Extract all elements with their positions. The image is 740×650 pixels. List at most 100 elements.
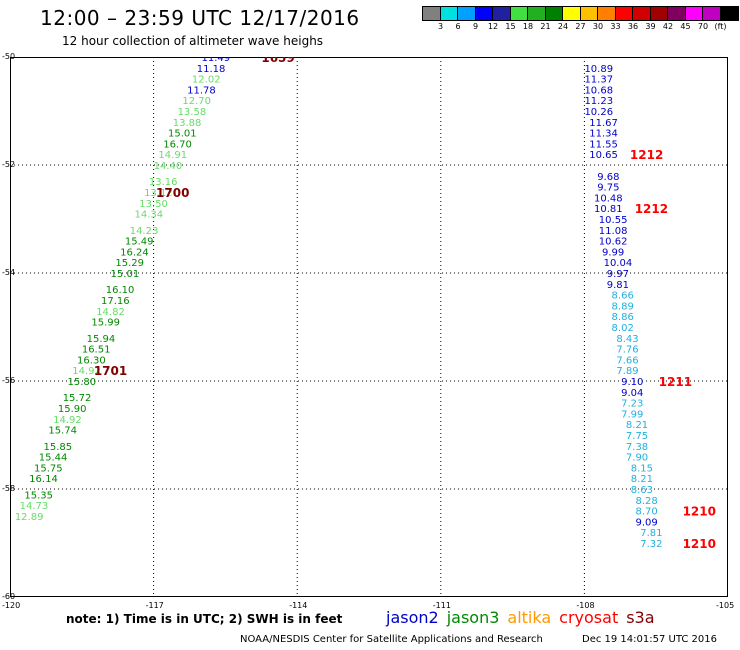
satellite-legend: jason2 jason3 altika cryosat s3a [386,608,663,627]
wave-height-label: 11.23 [584,96,613,107]
wave-height-label: 8.66 [612,291,634,302]
wave-height-label: 9.97 [607,269,629,280]
wave-height-label: 15.74 [48,426,77,437]
color-scale-label: 15 [505,22,516,31]
color-scale-label: 12 [487,22,499,31]
wave-height-label: 10.62 [599,237,628,248]
wave-height-label: 12.70 [182,96,211,107]
wave-height-label: 9.99 [602,247,624,258]
color-swatch [493,7,511,20]
color-scale-label: 39 [645,22,656,31]
wave-height-label: 16.10 [106,285,135,296]
wave-height-label: 15.01 [111,269,140,280]
time-label: 1701 [94,364,127,378]
color-scale: 3 6 9 12 15 18 21 24 27 30 33 36 39 42 45 70 (ft) [422,6,739,33]
latitude-tick-label: -50 [2,52,16,61]
wave-height-label: 14.73 [20,501,49,512]
wave-height-label: 8.21 [631,474,653,485]
color-swatch [580,7,598,20]
color-swatch [633,7,651,20]
wave-height-label: 13.16 [149,177,178,188]
wave-height-label: 10.68 [584,85,613,96]
wave-height-label: 8.89 [612,301,634,312]
wave-height-label: 12.02 [192,75,221,86]
wave-height-label: 11.67 [589,118,618,129]
longitude-tick-label: -117 [145,601,164,610]
color-scale-label: 36 [627,22,639,31]
color-swatch [720,7,738,20]
color-scale-label: 33 [610,22,621,31]
wave-height-label: 11.49 [202,57,231,64]
wave-height-label: 7.76 [616,345,638,356]
satellite-legend-item: jason3 [446,608,500,627]
time-label: 1212 [630,148,663,162]
wave-height-label: 10.48 [594,193,623,204]
wave-height-label: 7.66 [616,355,638,366]
wave-height-label: 13.58 [178,107,207,118]
longitude-tick-label: -120 [2,601,21,610]
wave-height-label: 8.86 [612,312,634,323]
color-scale-label: 27 [575,22,586,31]
color-swatch [510,7,528,20]
longitude-tick-label: -108 [576,601,595,610]
time-label: 1700 [156,186,189,200]
wave-height-map: 11.4911.1812.0211.7812.7013.5813.8815.01… [10,57,728,597]
wave-height-label: 11.37 [584,75,613,86]
latitude-tick-label: -58 [2,484,16,493]
wave-height-label: 17.16 [101,296,130,307]
wave-height-label: 11.55 [589,139,618,150]
wave-height-label: 15.72 [63,393,92,404]
color-swatch [615,7,633,20]
satellite-legend-item: altika [507,608,552,627]
wave-height-label: 10.89 [584,64,613,75]
wave-height-label: 11.18 [197,64,226,75]
wave-height-label: 14.34 [134,210,163,221]
wave-height-label: 10.65 [589,150,618,161]
time-label: 1211 [659,375,692,389]
wave-height-label: 8.63 [631,485,653,496]
color-scale-label: 3 [437,22,444,31]
wave-height-label: 16.24 [120,247,149,258]
wave-height-label: 9.75 [597,183,619,194]
time-label: 1210 [683,537,716,551]
wave-height-label: 7.90 [626,453,648,464]
wave-height-label: 15.29 [115,258,144,269]
wave-height-label: 8.43 [616,334,638,345]
wave-height-label: 9.81 [607,280,629,291]
wave-height-label: 7.38 [626,442,648,453]
time-label: 1212 [635,202,668,216]
color-swatch [598,7,616,20]
wave-height-label: 16.70 [163,139,192,150]
satellite-legend-item: cryosat [559,608,619,627]
wave-height-label: 16.51 [82,345,111,356]
wave-height-label: 7.32 [640,539,662,550]
time-label: 1659 [261,57,294,65]
longitude-tick-label: -105 [716,601,735,610]
wave-height-label: 8.70 [635,507,657,518]
wave-height-label: 11.08 [599,226,628,237]
wave-height-label: 11.78 [187,85,216,96]
color-swatch [563,7,581,20]
wave-height-label: 10.81 [594,204,623,215]
color-scale-label: 9 [472,22,479,31]
time-label: 1210 [683,505,716,519]
color-scale-label: 45 [680,22,691,31]
wave-height-label: 8.21 [626,420,648,431]
wave-height-label: 9.04 [621,388,643,399]
footer-note: note: 1) Time is in UTC; 2) SWH is in fe… [66,612,343,626]
color-swatch [528,7,546,20]
color-scale-labels: 3 6 9 12 15 18 21 24 27 30 33 36 39 42 45 70 (ft) [422,21,739,33]
wave-height-label: 15.01 [168,129,197,140]
wave-height-label: 8.15 [631,463,653,474]
latitude-tick-label: -54 [2,268,16,277]
wave-height-label: 14.92 [53,415,82,426]
credit-text: NOAA/NESDIS Center for Satellite Applica… [240,634,543,645]
plot-frame [10,57,728,597]
map-title: 12:00 – 23:59 UTC 12/17/2016 [40,6,360,30]
satellite-legend-item: jason2 [386,608,439,627]
longitude-tick-label: -114 [289,601,308,610]
color-swatch [668,7,686,20]
wave-height-label: 9.09 [635,517,657,528]
color-scale-label: 24 [557,22,569,31]
wave-height-label: 7.99 [621,409,643,420]
